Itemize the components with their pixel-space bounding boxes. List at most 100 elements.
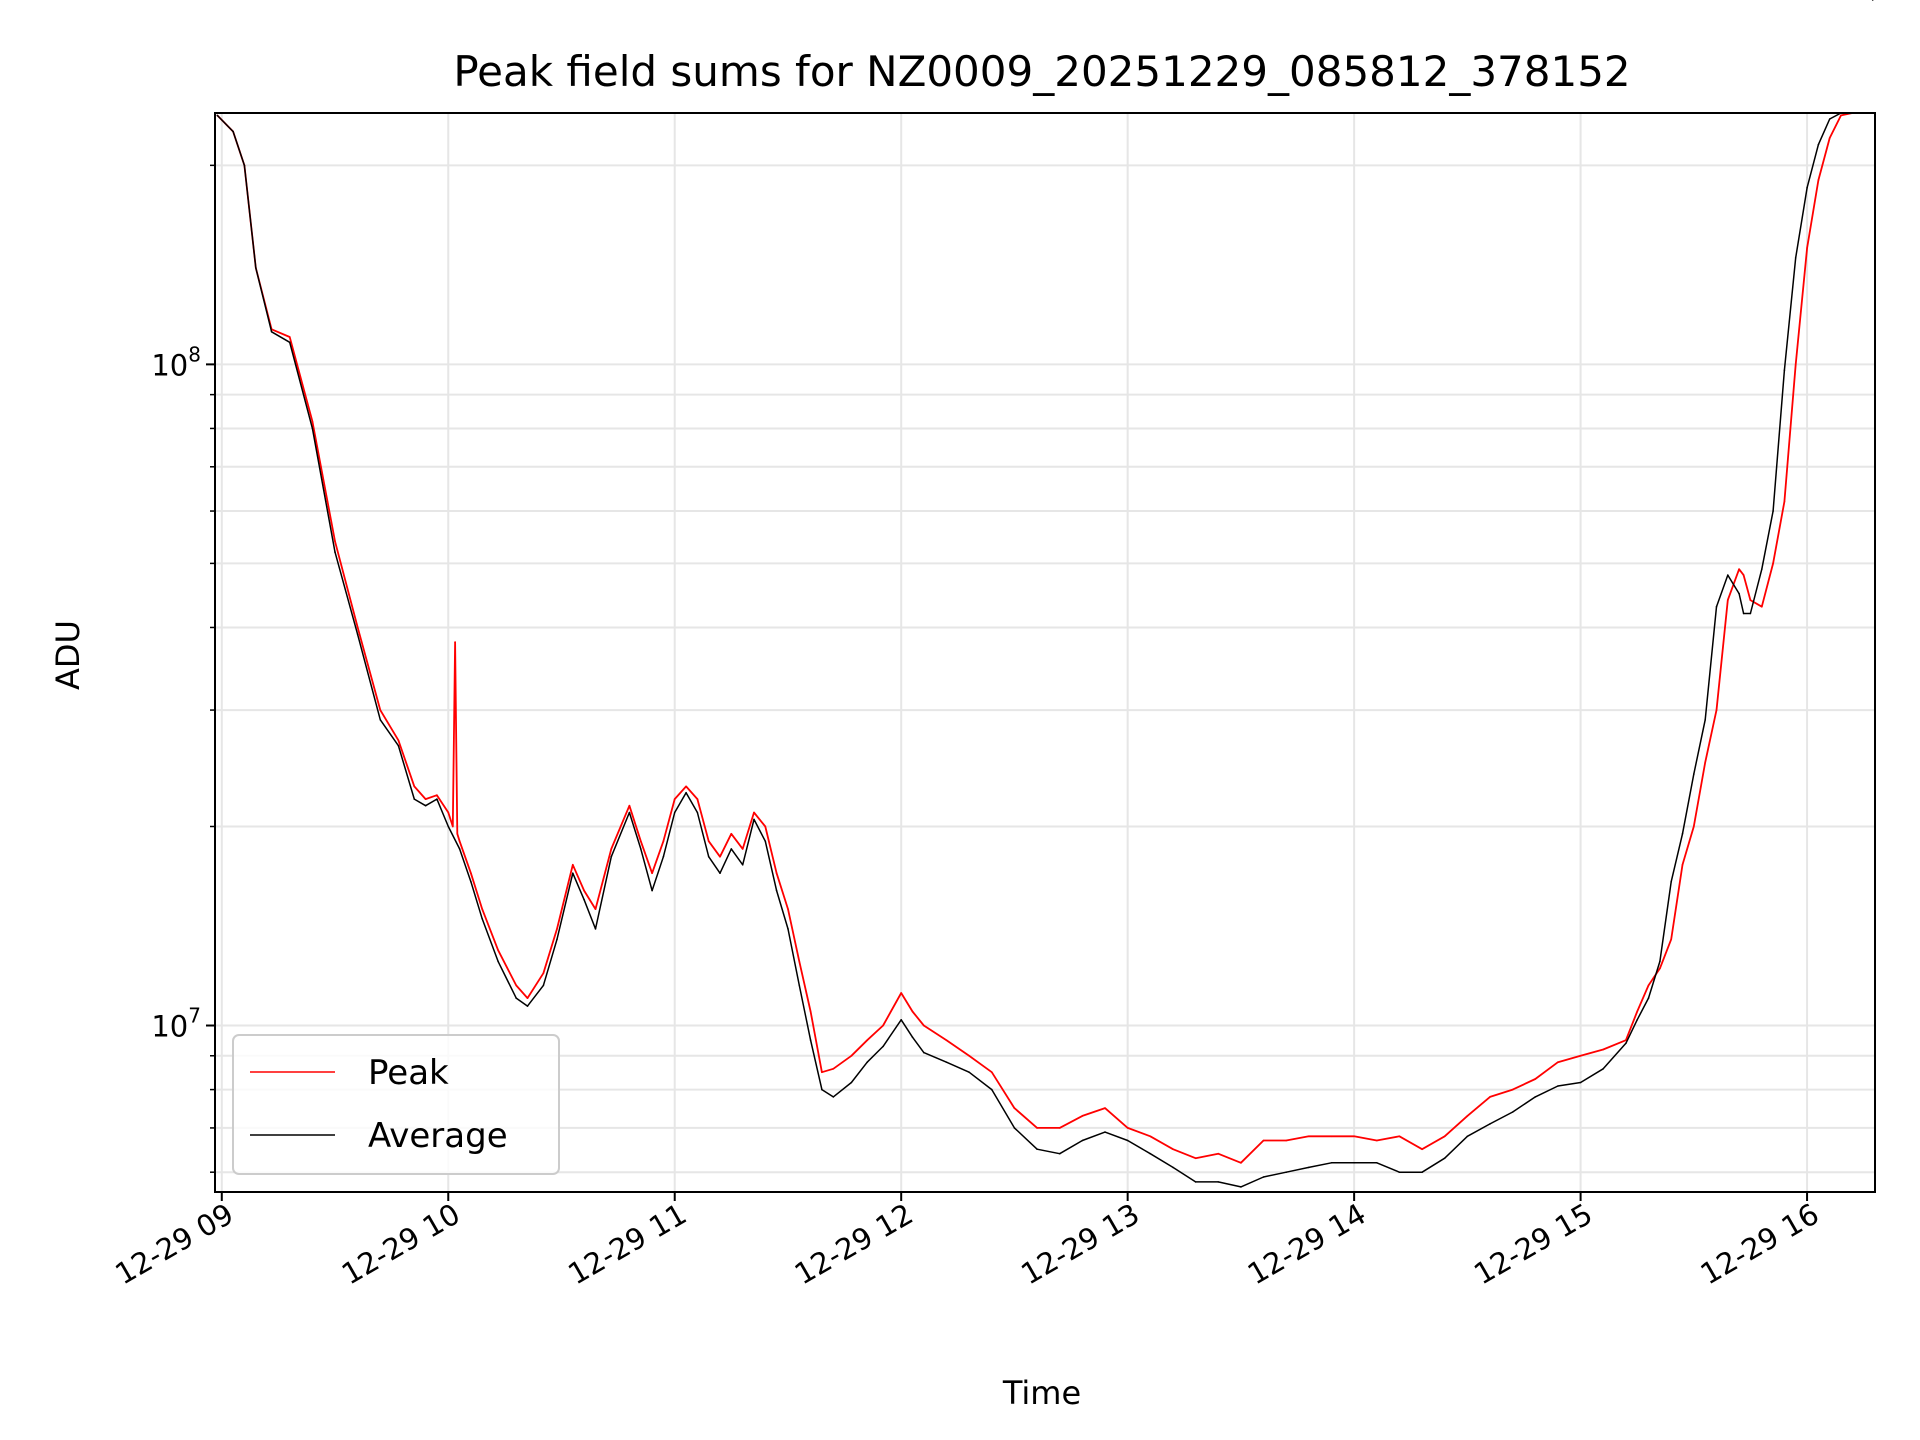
- data-point-average: [1421, 1171, 1423, 1173]
- data-point-average: [1443, 1157, 1446, 1159]
- data-point-peak: [821, 1071, 823, 1073]
- data-point-peak: [1240, 1162, 1242, 1164]
- data-point-average: [216, 114, 219, 117]
- data-point-average: [1761, 568, 1763, 570]
- data-point-average: [288, 341, 291, 344]
- data-point-peak: [1376, 1139, 1378, 1142]
- data-point-average: [1704, 719, 1706, 721]
- data-point-peak: [923, 1024, 925, 1027]
- data-point-peak: [719, 855, 721, 858]
- data-point-average: [1783, 369, 1786, 372]
- series-layer: [216, 0, 1874, 1188]
- data-point-average: [1330, 1162, 1333, 1164]
- data-point-average: [1058, 1152, 1061, 1155]
- data-point-average: [447, 825, 450, 828]
- data-point-peak: [556, 928, 558, 930]
- data-point-peak: [707, 840, 710, 842]
- data-point-peak: [452, 825, 454, 828]
- data-point-peak: [1330, 1135, 1333, 1138]
- data-point-average: [832, 1096, 835, 1098]
- data-point-average: [311, 427, 314, 430]
- data-point-peak: [1489, 1096, 1491, 1098]
- data-point-average: [991, 1088, 993, 1091]
- data-point-average: [413, 798, 416, 800]
- data-point-average: [1466, 1135, 1469, 1138]
- data-point-peak: [1772, 562, 1774, 565]
- data-point-average: [497, 960, 499, 963]
- data-point-average: [232, 130, 234, 133]
- data-point-peak: [1693, 825, 1695, 828]
- data-point-peak: [1036, 1127, 1038, 1129]
- data-point-peak: [542, 972, 545, 974]
- data-point-peak: [1398, 1135, 1401, 1138]
- data-point-peak: [1081, 1115, 1084, 1117]
- data-point-peak: [583, 889, 585, 892]
- data-point-average: [1749, 612, 1752, 615]
- data-point-average: [1681, 833, 1684, 835]
- data-point-average: [640, 848, 642, 850]
- data-point-peak: [753, 811, 755, 814]
- data-point-peak: [458, 840, 461, 842]
- data-point-average: [1217, 1181, 1219, 1183]
- data-point-average: [821, 1088, 823, 1091]
- data-point-average: [1828, 118, 1831, 120]
- data-point-peak: [456, 833, 459, 835]
- data-point-peak: [1806, 247, 1808, 249]
- data-point-peak: [572, 864, 574, 866]
- data-point-peak: [628, 804, 631, 807]
- data-point-average: [753, 818, 755, 821]
- data-point-peak: [454, 641, 456, 643]
- data-point-average: [1308, 1166, 1310, 1169]
- data-point-peak: [850, 1055, 853, 1057]
- data-point-peak: [1172, 1148, 1174, 1150]
- data-point-peak: [911, 1010, 914, 1013]
- data-point-average: [730, 848, 733, 850]
- data-point-average: [1376, 1162, 1378, 1164]
- legend: Peak Average: [232, 1034, 560, 1175]
- data-point-peak: [1742, 574, 1745, 576]
- data-point-average: [798, 984, 801, 987]
- data-point-peak: [1602, 1048, 1604, 1051]
- data-point-peak: [1636, 1010, 1638, 1013]
- data-point-average: [775, 889, 778, 892]
- data-point-average: [968, 1071, 970, 1073]
- data-point-average: [1772, 510, 1774, 512]
- data-point-peak: [882, 1024, 884, 1027]
- data-point-average: [1172, 1166, 1174, 1169]
- data-point-average: [1126, 1139, 1129, 1142]
- data-point-average: [1534, 1096, 1537, 1098]
- data-point-average: [1647, 997, 1650, 999]
- data-point-peak: [991, 1071, 993, 1073]
- data-point-average: [1817, 143, 1820, 146]
- data-point-peak: [866, 1039, 868, 1041]
- data-point-average: [900, 1019, 902, 1021]
- series-line-peak: [216, 112, 1873, 1164]
- data-point-peak: [1104, 1107, 1106, 1109]
- x-axis-label: Time: [1002, 1374, 1081, 1412]
- data-point-peak: [1715, 709, 1718, 711]
- data-point-average: [397, 744, 400, 747]
- series-line-average: [216, 112, 1853, 1188]
- data-point-average: [1194, 1181, 1197, 1183]
- data-point-peak: [470, 872, 472, 874]
- data-point-average: [424, 804, 427, 807]
- data-point-peak: [1217, 1152, 1219, 1155]
- data-point-average: [1081, 1139, 1084, 1142]
- data-point-average: [1715, 605, 1718, 608]
- data-point-average: [1013, 1127, 1016, 1129]
- data-point-peak: [764, 825, 767, 828]
- data-point-peak: [673, 798, 676, 800]
- data-point-average: [526, 1005, 529, 1007]
- data-point-peak: [447, 811, 450, 814]
- data-point-average: [1742, 612, 1745, 615]
- data-point-average: [1353, 1162, 1355, 1164]
- y-axis-label: ADU: [49, 620, 87, 690]
- data-point-average: [594, 928, 597, 930]
- data-point-peak: [1670, 938, 1672, 941]
- data-point-peak: [1443, 1135, 1446, 1138]
- data-point-average: [379, 719, 382, 721]
- data-point-average: [882, 1045, 884, 1048]
- data-point-peak: [413, 785, 416, 788]
- data-point-peak: [832, 1068, 835, 1070]
